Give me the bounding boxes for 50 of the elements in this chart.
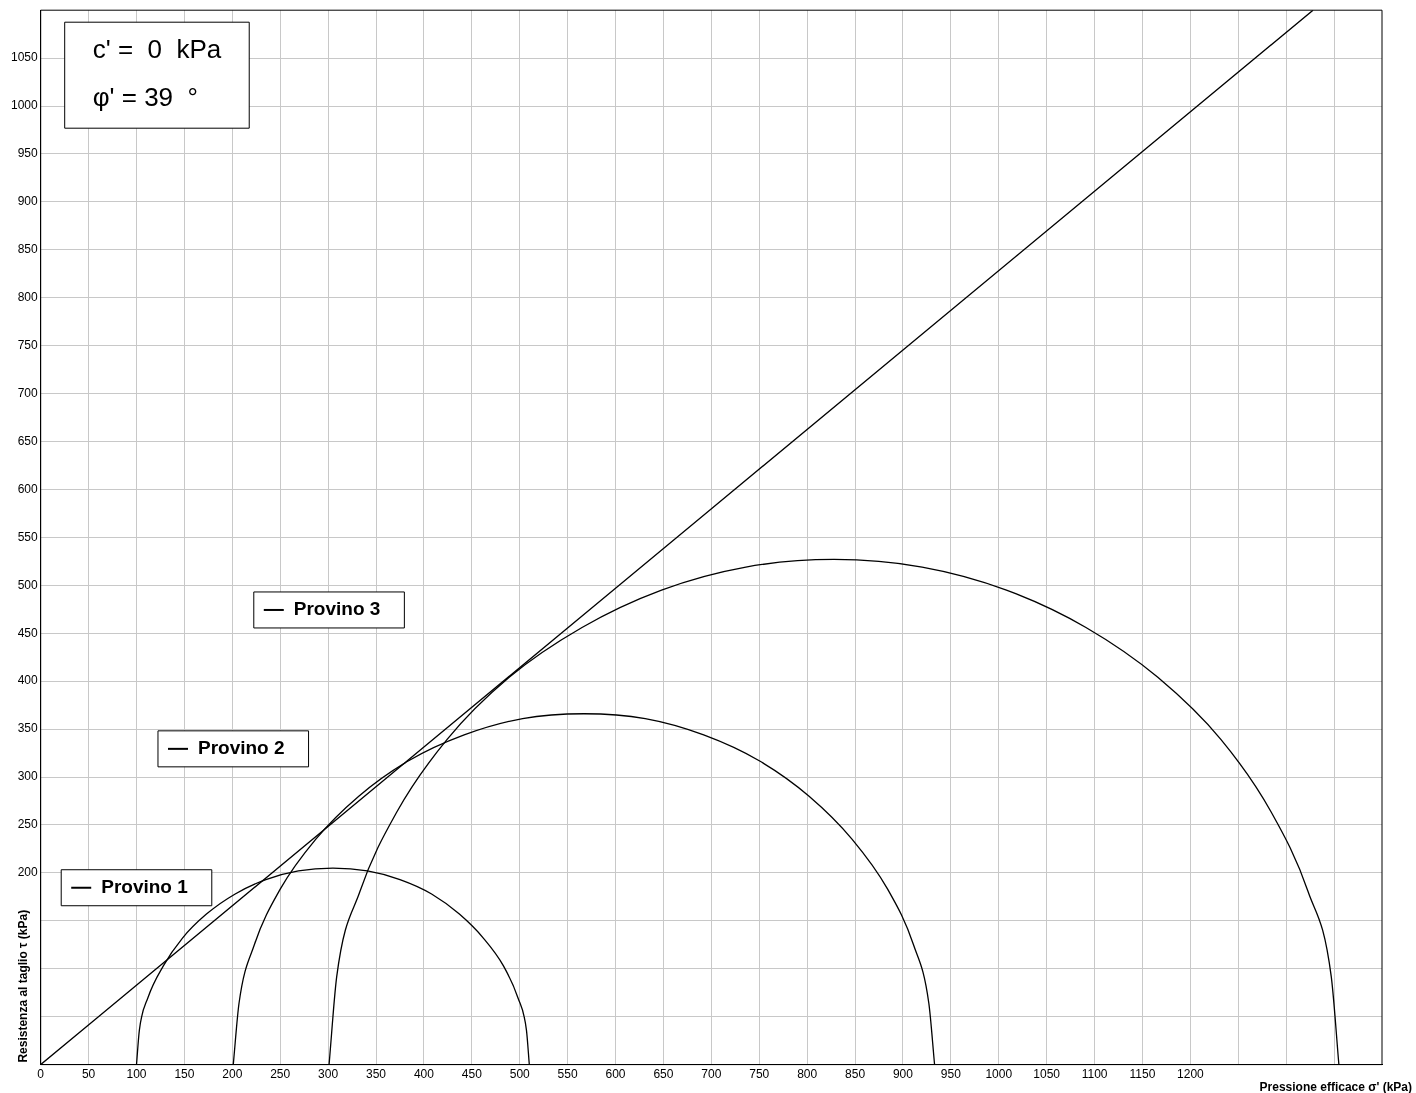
y-tick-label: 900 xyxy=(17,194,39,209)
y-tick-label: 700 xyxy=(17,385,39,400)
y-tick-label: 950 xyxy=(17,146,39,161)
x-tick-label: 850 xyxy=(845,1067,866,1082)
legend-label: Provino 2 xyxy=(197,737,285,759)
y-tick-label: 300 xyxy=(17,769,39,784)
x-tick-label: 650 xyxy=(653,1067,674,1082)
y-tick-label: 850 xyxy=(17,242,39,257)
legend-label: Provino 1 xyxy=(101,875,189,897)
x-tick-label: 900 xyxy=(892,1067,914,1082)
x-tick-label: 400 xyxy=(413,1067,435,1082)
x-tick-label: 450 xyxy=(461,1067,483,1082)
x-tick-label: 300 xyxy=(318,1067,339,1082)
y-tick-label: 600 xyxy=(17,481,39,496)
y-tick-label: 500 xyxy=(17,577,39,592)
y-tick-label: 350 xyxy=(17,721,39,736)
y-tick-label: 1050 xyxy=(10,50,39,65)
y-tick-label: 550 xyxy=(17,529,39,544)
x-tick-label: 150 xyxy=(174,1067,195,1082)
x-tick-label: 200 xyxy=(222,1067,243,1082)
annotation: φ' = 39 ° xyxy=(92,82,198,113)
x-tick-label: 250 xyxy=(270,1067,291,1082)
x-tick-label: 600 xyxy=(605,1067,626,1082)
y-tick-label: 200 xyxy=(17,865,39,880)
x-tick-label: 550 xyxy=(557,1067,578,1082)
y-tick-label: 650 xyxy=(17,433,39,448)
legend-label: Provino 3 xyxy=(293,598,381,620)
x-axis-title: Pressione efficace σ' (kPa) xyxy=(1259,1079,1412,1093)
x-tick-label: 1000 xyxy=(985,1067,1013,1082)
x-tick-label: 800 xyxy=(797,1067,818,1082)
x-tick-label: 700 xyxy=(701,1067,722,1082)
x-tick-label: 1050 xyxy=(1033,1067,1061,1082)
x-tick-label: 1200 xyxy=(1177,1067,1205,1082)
y-tick-label: 400 xyxy=(17,673,39,688)
y-axis-title: Resistenza al taglio τ (kPa) xyxy=(16,909,31,1063)
x-tick-label: 500 xyxy=(509,1067,531,1082)
annotation: c' = 0 kPa xyxy=(92,34,222,65)
x-tick-label: 50 xyxy=(81,1067,96,1082)
x-tick-label: 1100 xyxy=(1081,1067,1108,1082)
x-tick-label: 950 xyxy=(940,1067,962,1082)
y-tick-label: 800 xyxy=(17,290,39,305)
x-tick-label: 350 xyxy=(366,1067,387,1082)
y-tick-label: 450 xyxy=(17,625,39,640)
y-tick-label: 250 xyxy=(17,817,39,832)
x-tick-label: 750 xyxy=(749,1067,770,1082)
x-tick-label: 1150 xyxy=(1129,1067,1156,1082)
y-tick-label: 1000 xyxy=(10,98,39,113)
x-tick-label: 100 xyxy=(126,1067,147,1082)
x-tick-label: 0 xyxy=(37,1067,45,1082)
y-tick-label: 750 xyxy=(17,338,39,352)
